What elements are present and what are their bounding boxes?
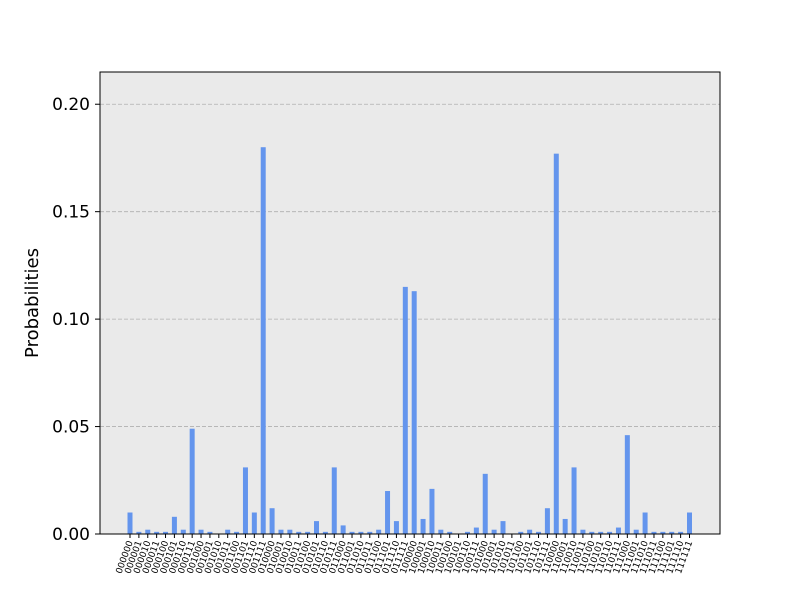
bar-011000: [340, 525, 346, 534]
bar-010111: [331, 467, 337, 534]
bar-010000: [269, 508, 275, 534]
bar-010100: [305, 531, 311, 534]
bar-001011: [225, 529, 231, 534]
bar-001001: [207, 531, 213, 534]
bar-111110: [678, 531, 684, 534]
bar-010110: [322, 531, 328, 534]
bar-011100: [376, 529, 382, 534]
bar-101001: [491, 529, 497, 534]
bar-111000: [624, 435, 630, 534]
y-tick-label: 0.10: [52, 310, 90, 330]
bar-101101: [527, 529, 533, 534]
bar-101111: [544, 508, 550, 534]
bar-111111: [687, 512, 692, 534]
bar-100110: [464, 531, 470, 534]
bar-111100: [660, 531, 666, 534]
bars: [127, 147, 692, 535]
bar-000001: [136, 531, 142, 534]
bar-100011: [438, 529, 444, 534]
bar-011110: [393, 521, 399, 534]
bar-000000: [127, 512, 133, 534]
x-ticks: 0000000000010000100000110001000001010001…: [115, 534, 695, 575]
bar-001111: [260, 147, 266, 535]
y-tick-label: 0.20: [52, 95, 90, 115]
bar-100111: [473, 527, 479, 534]
y-tick-label: 0.05: [52, 418, 90, 438]
bar-100100: [447, 531, 453, 534]
bar-100001: [420, 518, 426, 534]
bar-110000: [553, 153, 559, 534]
bar-100000: [411, 291, 417, 534]
bar-101000: [482, 473, 488, 534]
bar-011111: [402, 286, 408, 534]
bar-101110: [536, 531, 542, 534]
bar-001000: [198, 529, 204, 534]
bar-000110: [180, 529, 186, 534]
bar-110001: [562, 518, 568, 534]
bar-000101: [171, 516, 177, 534]
bar-110110: [607, 531, 613, 534]
y-tick-label: 0.00: [52, 525, 90, 545]
bar-011101: [385, 491, 391, 534]
y-ticks: 0.00 0.05 0.10 0.15 0.20: [52, 95, 100, 545]
y-gridlines: [100, 103, 720, 427]
bar-001100: [234, 531, 240, 534]
y-axis-label: Probabilities: [22, 248, 43, 358]
bar-110100: [589, 531, 595, 534]
bar-110010: [571, 467, 577, 534]
bar-010011: [296, 531, 302, 534]
bar-111011: [651, 531, 657, 534]
bar-011011: [367, 531, 373, 534]
bar-000100: [163, 531, 169, 534]
bar-011010: [358, 531, 364, 534]
bar-001101: [242, 467, 248, 534]
bar-110101: [598, 531, 604, 534]
bar-101010: [500, 521, 506, 534]
bar-010101: [314, 521, 319, 534]
bar-001110: [251, 512, 257, 534]
bar-111010: [642, 512, 648, 534]
bar-000111: [189, 428, 195, 534]
plot-frame: [99, 71, 721, 535]
bar-010001: [278, 529, 284, 534]
bar-110111: [615, 527, 621, 534]
bar-000010: [145, 529, 151, 534]
y-tick-label: 0.15: [52, 203, 90, 223]
bar-101100: [518, 531, 524, 534]
bar-011001: [349, 531, 355, 534]
bar-111101: [669, 531, 675, 534]
bar-111001: [633, 529, 639, 534]
bar-110011: [580, 529, 586, 534]
bar-100010: [429, 488, 435, 534]
bar-000011: [154, 531, 160, 534]
bar-010010: [287, 529, 293, 534]
plot-area: [100, 72, 720, 534]
